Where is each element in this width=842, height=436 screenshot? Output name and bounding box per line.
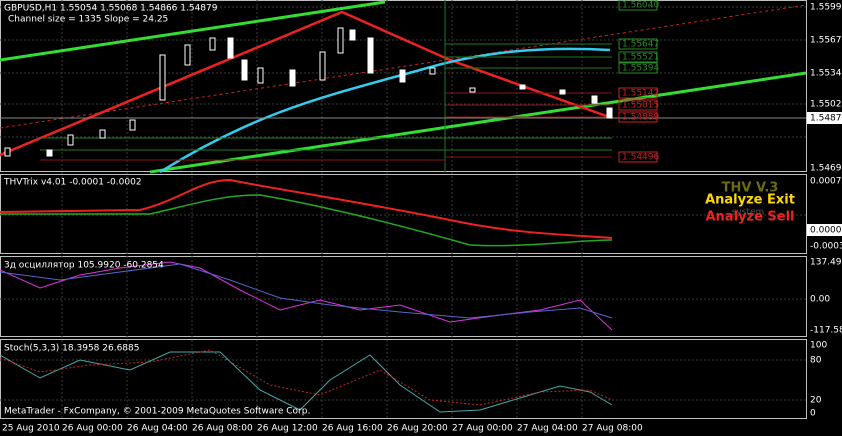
level-label: 1.55015 xyxy=(622,101,659,111)
time-axis: 25 Aug 2010 26 Aug 00:00 26 Aug 04:00 26… xyxy=(2,424,643,434)
price-tick: 1.54695 xyxy=(810,164,842,174)
trix-tick: -0.0003 xyxy=(810,242,842,252)
time-tick: 26 Aug 20:00 xyxy=(387,424,448,434)
time-tick: 27 Aug 04:00 xyxy=(517,424,578,434)
time-tick: 26 Aug 04:00 xyxy=(127,424,188,434)
osc-tick: 0.00 xyxy=(810,295,830,305)
channel-lines xyxy=(0,0,807,174)
time-tick: 25 Aug 2010 xyxy=(2,424,60,434)
osc-lines xyxy=(0,261,613,331)
level-label: 1.54889 xyxy=(622,113,659,123)
level-label: 1.56040 xyxy=(622,1,659,11)
stoch-tick: 20 xyxy=(810,396,822,406)
price-tick: 1.55990 xyxy=(810,3,842,13)
trix-tick: 0.0007 xyxy=(810,177,842,187)
price-tick: 1.55345 xyxy=(810,69,842,79)
price-tick: 1.55670 xyxy=(810,36,842,46)
time-tick: 27 Aug 08:00 xyxy=(582,424,643,434)
stoch-lines xyxy=(0,349,613,413)
time-tick: 26 Aug 08:00 xyxy=(192,424,253,434)
trix-lines xyxy=(0,178,613,247)
footer: MetaTrader - FxCompany, © 2001-2009 Meta… xyxy=(4,407,310,417)
time-tick: 26 Aug 12:00 xyxy=(257,424,318,434)
current-price: 1.54879 xyxy=(810,114,842,124)
price-tick: 1.55020 xyxy=(810,100,842,110)
trix-current-box xyxy=(807,224,842,236)
osc-tick: 137.4969 xyxy=(810,258,842,268)
level-label: 1.55521 xyxy=(622,53,659,63)
level-label: 1.54496 xyxy=(622,153,659,163)
stoch-tick: 80 xyxy=(810,356,822,366)
thv-badge: THV V.3 xyxy=(722,181,779,196)
symbol-line: GBPUSD,H1 1.55054 1.55068 1.54866 1.5487… xyxy=(4,4,218,14)
analyze-sell: Analyze Sell xyxy=(705,210,794,225)
stoch-title: Stoch(5,3,3) 18.3958 26.6885 xyxy=(4,344,139,354)
stoch-tick: 0 xyxy=(810,409,816,419)
osc-title: 3д осциллятор 105.9920 -60.2854 xyxy=(4,261,164,271)
level-label: 1.55394 xyxy=(622,64,659,74)
candles xyxy=(4,27,613,157)
time-tick: 26 Aug 16:00 xyxy=(322,424,383,434)
trix-title: THVTrix v4.01 -0.0001 -0.0002 xyxy=(3,178,142,188)
analyze-exit: Analyze Exit xyxy=(705,193,795,208)
level-label: 1.55647 xyxy=(622,40,659,50)
level-label: 1.55142 xyxy=(622,89,659,99)
stoch-tick: 100 xyxy=(810,341,827,351)
system-label: system xyxy=(732,208,765,218)
osc-tick: -117.58 xyxy=(810,326,842,336)
channel-info: Channel size = 1335 Slope = 24.25 xyxy=(8,15,168,25)
time-tick: 26 Aug 00:00 xyxy=(62,424,123,434)
price-axis: 1.55990 1.55670 1.55345 1.55020 1.54879 … xyxy=(807,3,842,174)
time-tick: 27 Aug 00:00 xyxy=(452,424,513,434)
current-price-box xyxy=(807,112,842,124)
trix-current: 0.0000 xyxy=(810,226,842,236)
level-labels: 1.56040 1.55647 1.55521 1.55394 1.55142 … xyxy=(618,0,659,163)
